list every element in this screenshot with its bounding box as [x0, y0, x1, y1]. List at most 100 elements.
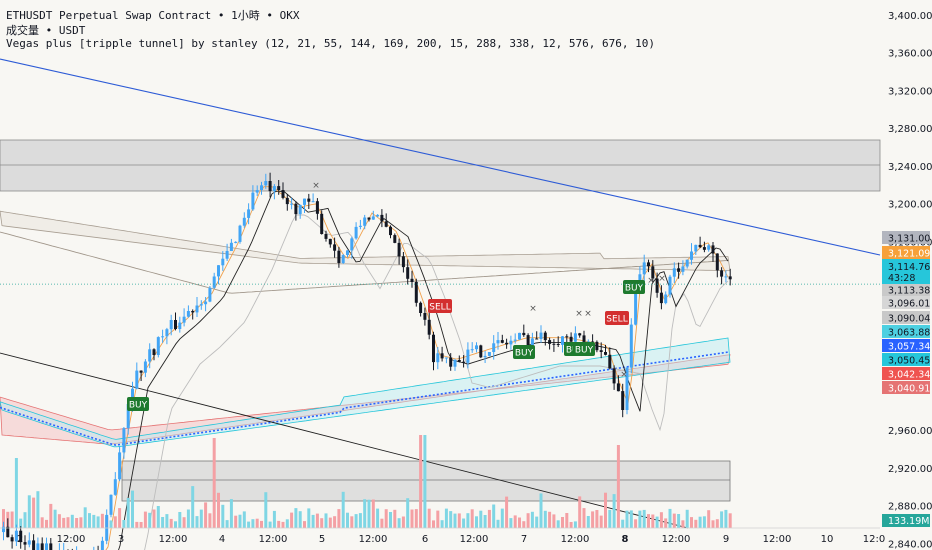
candle [281, 182, 285, 200]
time-tick-label: 12:00 [259, 534, 288, 545]
cyan-tunnel [0, 337, 731, 448]
candle-body [677, 268, 681, 272]
candle-body [715, 253, 719, 271]
candle-body [573, 333, 577, 342]
candle-body [604, 352, 607, 355]
price-tick-label: 3,200.00 [888, 200, 932, 211]
candle-body [6, 526, 10, 538]
candle-body [410, 278, 414, 282]
volume-bar [444, 508, 448, 528]
candle-body [672, 268, 676, 277]
candle-body [397, 242, 401, 257]
candle [672, 262, 676, 283]
candle [58, 543, 60, 550]
volume-bar [234, 515, 238, 528]
candle [505, 338, 509, 349]
volume-bar [324, 513, 328, 528]
candle [612, 365, 616, 390]
candle-body [268, 181, 272, 192]
price-label-text: 3,113.38 [888, 286, 930, 297]
volume-bar [315, 513, 319, 528]
candle [277, 180, 281, 195]
volume-bar [419, 435, 423, 528]
candle-body [457, 360, 461, 362]
candle [255, 185, 259, 196]
volume-bar [376, 508, 380, 528]
price-label-bg [882, 231, 930, 244]
candle-body [702, 247, 706, 250]
volume-bar [616, 445, 620, 528]
signal-label: BUY [129, 401, 148, 411]
candle [148, 343, 152, 369]
volume-bar [677, 514, 681, 528]
candle [225, 243, 229, 261]
volume-bar [728, 513, 732, 528]
volume-bar [83, 507, 87, 528]
candle-body [19, 530, 23, 543]
price-tick-label: 2,960.00 [888, 426, 932, 437]
volume-bar [66, 517, 70, 528]
volume-bar [96, 516, 100, 528]
time-tick-label: 8 [622, 534, 629, 545]
volume-bar [449, 511, 453, 528]
volume-bar [242, 511, 246, 528]
candle-body [440, 353, 444, 359]
volume-bar [642, 509, 646, 528]
price-tick-label: 3,360.00 [888, 49, 932, 60]
volume-bar [251, 519, 255, 528]
candle-body [113, 479, 117, 495]
price-label: 3,131.00 [882, 231, 930, 245]
signal-box [127, 397, 149, 411]
candle-body [178, 322, 182, 329]
candle-body [453, 360, 457, 367]
candle-body [307, 198, 311, 202]
volume-bar [92, 514, 96, 528]
price-label-text: 3,096.01 [888, 299, 930, 310]
candle [328, 238, 332, 248]
candle [23, 535, 27, 550]
candle [401, 252, 405, 273]
candle [582, 330, 586, 343]
candle [711, 242, 715, 262]
candle-body [552, 343, 556, 345]
volume-bar [217, 492, 220, 528]
volume-bar [268, 521, 272, 528]
candle-body [118, 452, 122, 480]
volume-bar [337, 509, 341, 528]
signal-sell: SELL [428, 299, 452, 313]
volume-bar [182, 517, 186, 528]
candle [423, 307, 427, 326]
candle [49, 538, 53, 550]
candle-body [152, 349, 156, 355]
candle [690, 243, 693, 265]
volume-bar [100, 513, 104, 528]
candle [341, 253, 345, 264]
volume-bar [612, 494, 616, 528]
candle-body [191, 311, 195, 313]
volume-bar [724, 509, 728, 528]
candle [625, 366, 629, 415]
candle-body [217, 265, 220, 277]
candle-body [479, 345, 483, 358]
candle [681, 260, 685, 276]
candle [217, 265, 220, 285]
time-tick-label: 6 [422, 534, 428, 545]
volume-bar [45, 519, 48, 528]
volume-bar [32, 497, 36, 528]
signal-label: SELL [606, 315, 627, 325]
candle [728, 268, 732, 286]
volume-bar [354, 514, 358, 528]
symbol-title: ETHUSDT Perpetual Swap Contract • 1小時 • … [6, 9, 300, 22]
volume-bar [346, 512, 349, 528]
candle [599, 342, 603, 359]
candle-body [264, 181, 268, 186]
volume-value-bg [882, 514, 930, 527]
candle [414, 278, 418, 307]
candle [647, 259, 650, 273]
volume-bar [496, 519, 500, 528]
candle [487, 352, 491, 357]
candle-body [135, 370, 139, 389]
candle [260, 181, 263, 195]
